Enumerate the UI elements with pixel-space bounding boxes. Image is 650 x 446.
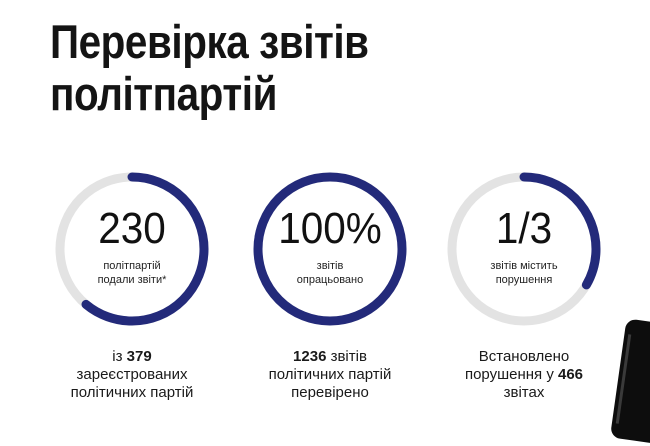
stat-value: 1/3	[495, 204, 553, 253]
caption-line-2: порушення у 466	[424, 366, 624, 384]
ring-progress-arc	[55, 172, 209, 326]
caption-line-2: політичних партій	[268, 366, 392, 383]
page-title: Перевірка звітів політпартій	[50, 16, 369, 120]
progress-ring	[447, 172, 601, 326]
stat-caption: 1236 звітів політичних партій перевірено	[230, 348, 430, 402]
stat-label-line-2: подали звіти*	[97, 274, 167, 286]
title-line-2: політпартій	[50, 67, 277, 120]
caption-line-3: звітах	[503, 384, 545, 401]
ring-progress-arc	[253, 172, 407, 326]
stat-registered-parties: 230 політпартій подали звіти*	[52, 169, 212, 329]
caption-line-1: 1236 звітів	[230, 348, 430, 366]
stat-label: звітів опрацьовано	[270, 259, 390, 287]
caption-text: звітів	[326, 348, 367, 365]
caption-number: 379	[126, 348, 152, 365]
stat-caption: із 379 зареєстрованих політичних партій	[32, 348, 232, 402]
stat-value: 230	[98, 204, 166, 253]
stat-label-line-1: політпартій	[103, 260, 161, 272]
progress-ring	[55, 172, 209, 326]
stat-label-line-2: опрацьовано	[296, 274, 364, 286]
title-line-1: Перевірка звітів	[50, 15, 369, 68]
progress-ring	[253, 172, 407, 326]
caption-text: із	[112, 348, 127, 365]
stat-violations: 1/3 звітів містить порушення	[444, 169, 604, 329]
caption-text: порушення у	[464, 366, 558, 383]
stat-label: політпартій подали звіти*	[72, 259, 192, 287]
stat-reports-processed: 100% звітів опрацьовано	[250, 169, 410, 329]
stat-label: звітів містить порушення	[464, 259, 584, 287]
caption-line-2: зареєстрованих	[76, 366, 188, 383]
caption-line-3: перевірено	[291, 384, 369, 401]
caption-line-1: Встановлено	[478, 348, 570, 365]
caption-line-3: політичних партій	[70, 384, 194, 401]
stat-label-line-2: порушення	[495, 274, 553, 286]
caption-number: 466	[558, 366, 584, 383]
caption-line-1: із 379	[32, 348, 232, 366]
stat-label-line-1: звітів	[316, 260, 344, 272]
stat-label-line-1: звітів містить	[490, 260, 558, 272]
ring-progress-arc	[447, 172, 601, 326]
caption-number: 1236	[293, 348, 327, 365]
stat-caption: Встановлено порушення у 466 звітах	[424, 348, 624, 402]
stat-value: 100%	[278, 204, 382, 253]
